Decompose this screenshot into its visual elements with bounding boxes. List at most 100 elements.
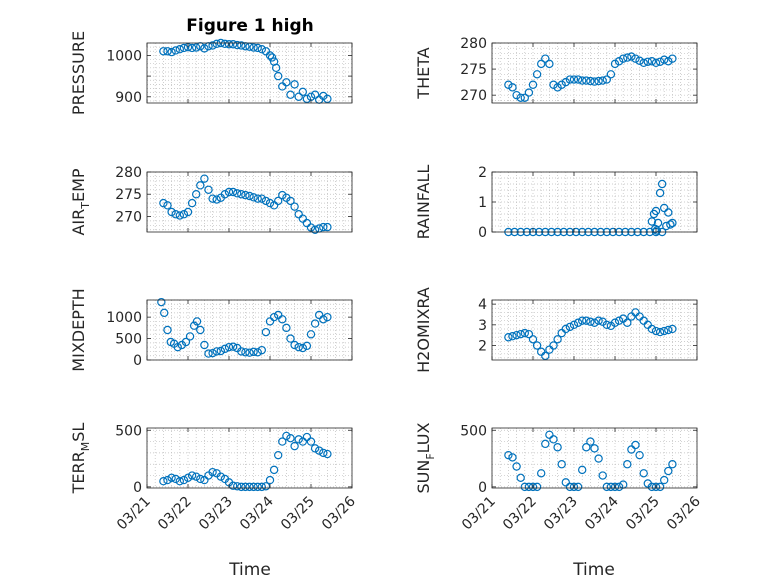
data-point [602,482,612,492]
data-point [274,196,283,206]
data-point [187,471,197,480]
y-axis-label: H2OMIXRA [414,287,433,373]
data-point [216,472,225,481]
data-point [200,475,209,485]
grid [146,428,353,488]
data-point [173,342,182,352]
data-point [639,316,648,325]
data-point [660,475,669,485]
data-point [635,450,644,460]
data-point [306,330,316,339]
y-tick-label: 0 [478,480,487,496]
data-point [179,210,189,219]
data-point [159,477,168,486]
data-point [508,453,517,462]
data-point [286,90,295,99]
data-point [185,332,195,341]
data-point [232,189,242,198]
x-tick-label: 03/25 [278,494,318,534]
y-tick-label: 500 [460,423,487,439]
data-point [302,432,312,442]
data-point [274,71,283,81]
data-point [163,325,172,335]
data-point [532,482,542,492]
data-point [319,448,328,458]
y-axis-label: THETA [414,47,433,99]
data-point [323,94,332,104]
axes-box [146,42,353,104]
data-point [582,76,591,85]
data-point [286,196,295,206]
data-point [573,75,583,84]
subplot-2: 270 275 280 THETA [414,36,698,104]
data-point [200,340,209,350]
data-point [196,181,205,190]
data-point [647,324,657,334]
data-point [294,342,303,352]
data-point [319,222,328,232]
data-point [257,482,266,492]
data-point [290,202,299,211]
data-point [232,482,242,491]
y-tick-label: 270 [115,209,142,225]
data-point [269,312,279,322]
data-point [541,351,550,361]
data-point [651,58,661,68]
data-point [668,54,677,63]
data-point [294,435,303,444]
data-point [664,325,673,335]
series-points [159,38,332,104]
y-tick-label: 280 [460,36,487,52]
data-point [516,473,525,483]
data-point [561,478,571,487]
data-point [668,218,677,228]
data-point [651,482,661,492]
data-point [187,198,197,208]
x-tick-label: 03/25 [623,494,663,534]
data-point [512,330,521,340]
data-point [319,315,328,324]
data-point [237,347,246,356]
data-point [549,435,558,444]
data-point [249,193,258,202]
series-points [504,308,677,361]
data-point [179,43,189,53]
subplot-1: 900 1000 PRESSURE [69,31,353,115]
data-point [183,207,193,217]
data-point [573,318,583,327]
data-point [271,63,281,73]
x-tick-label: 03/26 [319,493,359,533]
data-point [516,93,525,102]
data-point [208,348,217,358]
data-point [664,57,673,66]
data-point [204,185,213,194]
data-point [187,43,197,53]
data-point [220,190,230,199]
data-point [524,329,534,339]
data-point [196,474,205,484]
y-axis-label: SUNFLUX [414,422,437,493]
data-point [578,465,587,475]
data-point [196,325,205,335]
data-point [545,59,554,69]
data-point [228,342,238,351]
data-point [237,41,246,50]
subplot-6: 2 3 4 H2OMIXRA [414,287,698,373]
data-point [598,76,607,85]
data-point [590,444,599,453]
data-point [249,482,258,492]
data-point [310,225,320,234]
data-point [565,322,575,332]
axes-box [491,299,698,361]
y-tick-label: 3 [478,318,487,334]
data-point [159,47,168,56]
data-point [323,449,332,459]
data-point [323,312,332,322]
data-point [249,347,258,357]
data-point [569,320,579,330]
data-point [545,430,554,439]
data-point [253,194,262,203]
x-tick-label: 03/22 [500,494,540,534]
